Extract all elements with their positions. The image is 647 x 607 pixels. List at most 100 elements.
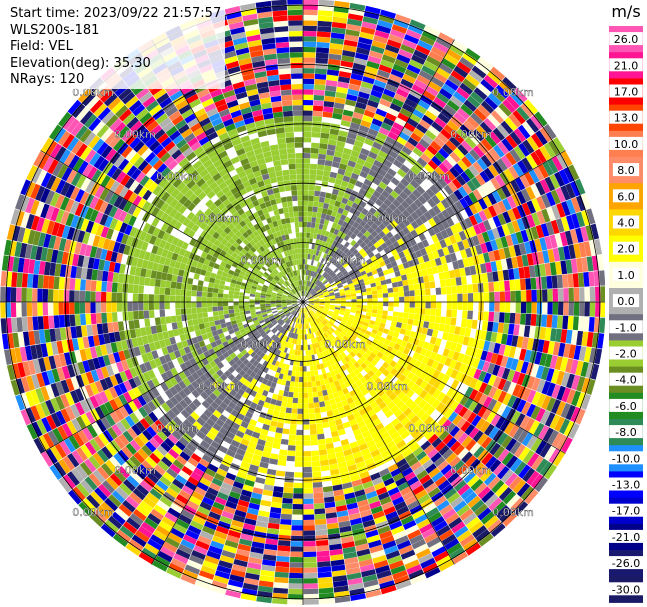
velocity-gate: [346, 94, 358, 102]
velocity-gate: [412, 189, 422, 199]
velocity-gate: [154, 294, 160, 302]
velocity-gate: [366, 291, 373, 296]
velocity-gate: [356, 96, 369, 105]
velocity-gate: [404, 98, 417, 109]
velocity-gate: [159, 287, 166, 295]
velocity-gate: [329, 295, 335, 298]
velocity-gate: [303, 556, 317, 563]
velocity-gate: [549, 234, 558, 249]
velocity-gate: [496, 158, 508, 172]
velocity-gate: [305, 275, 308, 281]
velocity-gate: [498, 312, 505, 323]
velocity-gate: [350, 239, 357, 247]
velocity-gate: [467, 302, 474, 311]
velocity-gate: [323, 272, 329, 278]
velocity-gate: [455, 277, 462, 286]
velocity-gate: [434, 315, 441, 324]
velocity-gate: [280, 519, 292, 525]
velocity-gate: [378, 222, 386, 231]
velocity-gate: [499, 291, 506, 302]
velocity-gate: [351, 117, 362, 125]
velocity-gate: [303, 9, 318, 16]
velocity-gate: [308, 397, 314, 404]
velocity-gate: [317, 281, 323, 287]
velocity-gate: [289, 556, 303, 563]
velocity-gate: [286, 375, 292, 382]
velocity-gate: [383, 297, 389, 302]
velocity-gate: [521, 202, 532, 216]
velocity-gate: [420, 295, 426, 302]
velocity-gate: [589, 240, 597, 256]
velocity-gate: [466, 180, 477, 192]
velocity-gate: [380, 9, 396, 19]
velocity-gate: [363, 11, 380, 20]
velocity-gate: [509, 279, 516, 291]
velocity-gate: [467, 95, 481, 108]
velocity-gate: [555, 187, 566, 203]
velocity-gate: [351, 202, 359, 210]
velocity-gate: [383, 198, 392, 207]
velocity-gate: [568, 287, 574, 302]
velocity-gate: [312, 283, 316, 289]
velocity-gate: [390, 260, 398, 268]
velocity-gate: [316, 256, 321, 262]
velocity-gate: [303, 227, 307, 233]
velocity-gate: [576, 257, 583, 273]
velocity-gate: [201, 307, 208, 313]
velocity-gate: [133, 275, 140, 285]
velocity-gate: [410, 132, 422, 143]
velocity-gate: [415, 44, 431, 56]
velocity-gate: [392, 122, 404, 132]
velocity-gate: [422, 90, 436, 101]
velocity-gate: [333, 288, 339, 292]
velocity-gate: [341, 260, 347, 266]
velocity-gate: [423, 149, 435, 160]
velocity-gate: [201, 291, 208, 297]
velocity-gate: [474, 61, 490, 75]
velocity-gate: [386, 39, 402, 49]
velocity-gate: [435, 231, 444, 241]
velocity-gate: [362, 215, 370, 223]
velocity-gate: [164, 287, 171, 295]
velocity-gate: [453, 91, 467, 104]
velocity-gate: [292, 509, 303, 515]
velocity-gate: [363, 264, 370, 271]
velocity-gate: [166, 273, 173, 282]
velocity-gate: [393, 302, 399, 307]
velocity-gate: [432, 205, 442, 215]
velocity-gate: [303, 345, 306, 351]
velocity-gate: [329, 293, 335, 297]
velocity-gate: [373, 113, 385, 122]
velocity-gate: [303, 498, 314, 505]
velocity-gate: [133, 311, 139, 320]
velocity-gate: [327, 204, 335, 211]
velocity-gate: [318, 282, 324, 288]
velocity-gate: [477, 186, 487, 198]
velocity-gate: [394, 117, 407, 127]
velocity-gate: [218, 310, 224, 316]
velocity-gate: [333, 107, 344, 115]
velocity-gate: [429, 243, 438, 253]
velocity-gate: [510, 179, 521, 193]
velocity-gate: [348, 177, 357, 185]
velocity-gate: [419, 314, 425, 321]
velocity-gate: [396, 53, 411, 64]
velocity-gate: [476, 158, 488, 171]
velocity-gate: [497, 141, 510, 155]
velocity-gate: [560, 260, 568, 275]
velocity-gate: [412, 108, 425, 119]
velocity-gate: [317, 15, 333, 22]
velocity-gate: [451, 285, 458, 294]
velocity-gate: [324, 197, 331, 204]
velocity-gate: [344, 204, 352, 212]
velocity-gate: [449, 44, 465, 57]
velocity-gate: [473, 292, 479, 302]
velocity-gate: [570, 181, 581, 197]
velocity-gate: [372, 298, 378, 302]
velocity-gate: [311, 265, 315, 272]
velocity-gate: [449, 192, 459, 204]
velocity-gate: [58, 277, 65, 290]
velocity-gate: [371, 309, 378, 314]
velocity-gate: [326, 209, 333, 216]
velocity-gate: [497, 200, 507, 213]
